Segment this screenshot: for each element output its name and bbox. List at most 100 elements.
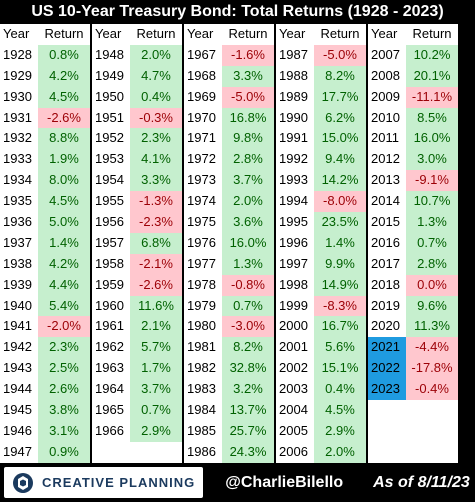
year-cell: 1964	[92, 379, 130, 401]
return-cell: 2.3%	[38, 337, 90, 359]
year-cell: 1953	[92, 149, 130, 171]
year-cell: 2019	[368, 295, 406, 317]
return-cell: 6.2%	[314, 107, 366, 129]
year-cell: 2022	[368, 358, 406, 380]
return-cell: 10.2%	[406, 44, 458, 66]
return-cell: 0.4%	[314, 379, 366, 401]
return-cell: 4.7%	[130, 65, 182, 87]
year-header: Year	[92, 24, 130, 45]
return-cell: 1.7%	[130, 358, 182, 380]
year-cell: 1931	[0, 107, 38, 129]
year-cell: 2012	[368, 149, 406, 171]
year-cell: 2015	[368, 212, 406, 233]
table-column-group: Year 2007 2008 2009 2010 2011 2012 2013 2014 2015…	[368, 24, 458, 463]
brand-name: CREATIVE PLANNING	[42, 475, 196, 490]
year-cell: 1947	[0, 441, 38, 463]
return-cell: 11.6%	[130, 295, 182, 317]
year-cell: 1987	[276, 44, 314, 66]
year-cell: 1974	[184, 191, 222, 213]
return-cell: 2.6%	[38, 379, 90, 401]
year-cell: 1958	[92, 253, 130, 275]
return-cell: 1.4%	[314, 232, 366, 254]
return-header: Return	[314, 24, 366, 45]
year-cell: 1985	[184, 420, 222, 442]
year-cell: 1935	[0, 191, 38, 213]
return-cell: -5.0%	[222, 86, 274, 108]
year-cell: 2003	[276, 379, 314, 401]
return-cell: 16.7%	[314, 316, 366, 338]
return-cell: 8.0%	[38, 170, 90, 192]
year-cell: 1933	[0, 149, 38, 171]
year-cell: 1977	[184, 253, 222, 275]
return-cell: 4.4%	[38, 274, 90, 296]
empty-cell	[368, 420, 406, 442]
return-cell: 3.7%	[130, 379, 182, 401]
return-cell: 8.5%	[406, 107, 458, 129]
return-cell: 4.5%	[314, 400, 366, 421]
creative-planning-logo-icon	[13, 472, 33, 493]
return-cell: 0.8%	[38, 44, 90, 66]
return-cell: -1.3%	[130, 191, 182, 213]
return-cell: 2.0%	[130, 44, 182, 66]
return-cell: 0.0%	[406, 274, 458, 296]
return-cell: 2.0%	[222, 191, 274, 213]
year-cell: 1959	[92, 274, 130, 296]
empty-cell	[92, 441, 130, 463]
year-cell: 1956	[92, 212, 130, 233]
footer: CREATIVE PLANNING @CharlieBilello As of …	[0, 463, 475, 502]
year-cell: 2020	[368, 316, 406, 338]
return-cell: 14.2%	[314, 170, 366, 192]
return-cell: -17.8%	[406, 358, 458, 380]
year-cell: 1943	[0, 358, 38, 380]
return-cell: 16.0%	[406, 128, 458, 150]
brand-logo: CREATIVE PLANNING	[4, 467, 204, 498]
return-cell: -0.3%	[130, 107, 182, 129]
return-cell: -8.3%	[314, 295, 366, 317]
return-cell: 4.2%	[38, 253, 90, 275]
returns-table: Year 1928 1929 1930 1931 1932 1933 1934 1935 1936…	[0, 24, 475, 463]
return-cell: -2.3%	[130, 212, 182, 233]
year-cell: 1928	[0, 44, 38, 66]
year-cell: 1939	[0, 274, 38, 296]
return-cell: 3.2%	[222, 379, 274, 401]
return-cell: -1.6%	[222, 44, 274, 66]
return-cell: 2.8%	[222, 149, 274, 171]
year-header: Year	[0, 24, 38, 45]
return-cell: 1.4%	[38, 232, 90, 254]
year-cell: 1962	[92, 337, 130, 359]
year-cell: 1978	[184, 274, 222, 296]
page-title: US 10-Year Treasury Bond: Total Returns …	[0, 0, 475, 24]
year-cell: 1952	[92, 128, 130, 150]
year-cell: 1949	[92, 65, 130, 87]
return-cell: 0.7%	[130, 400, 182, 421]
year-cell: 1979	[184, 295, 222, 317]
return-cell: 5.7%	[130, 337, 182, 359]
year-cell: 1957	[92, 232, 130, 254]
year-cell: 1983	[184, 379, 222, 401]
year-cell: 1969	[184, 86, 222, 108]
return-header: Return	[130, 24, 182, 45]
year-cell: 2000	[276, 316, 314, 338]
year-cell: 1999	[276, 295, 314, 317]
year-cell: 1934	[0, 170, 38, 192]
year-cell: 1989	[276, 86, 314, 108]
year-cell: 2010	[368, 107, 406, 129]
year-header: Year	[184, 24, 222, 45]
return-cell: 2.3%	[130, 128, 182, 150]
year-cell: 1992	[276, 149, 314, 171]
year-cell: 2002	[276, 358, 314, 380]
year-cell: 1954	[92, 170, 130, 192]
return-cell: -4.4%	[406, 337, 458, 359]
return-cell: 15.1%	[314, 358, 366, 380]
empty-cell	[368, 441, 406, 463]
year-cell: 1932	[0, 128, 38, 150]
year-cell: 1988	[276, 65, 314, 87]
year-cell: 2017	[368, 253, 406, 275]
year-cell: 2016	[368, 232, 406, 254]
return-cell: 0.7%	[406, 232, 458, 254]
return-cell: 25.7%	[222, 420, 274, 442]
return-cell: 23.5%	[314, 212, 366, 233]
year-cell: 1986	[184, 441, 222, 463]
year-cell: 1948	[92, 44, 130, 66]
return-cell: 4.5%	[38, 86, 90, 108]
